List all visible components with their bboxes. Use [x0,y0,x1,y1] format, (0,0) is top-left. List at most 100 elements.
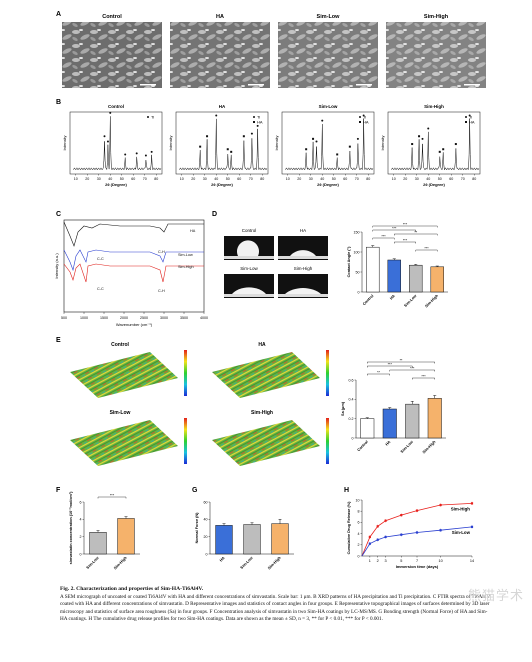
xrd-frame [387,111,481,175]
x-tick-label: 3 [385,559,387,563]
xrd-tick-label: 40 [108,177,112,181]
ha-peak-marker [312,137,315,140]
xrd-tick-label: 20 [297,177,301,181]
y-tick-label: 4 [80,518,82,522]
x-tick-label: 1 [369,559,371,563]
ftir-tick-label: 1000 [80,316,88,320]
y-tick-label: 60 [204,500,208,504]
category-label: Sim-Low [240,556,254,570]
xrd-tick-label: 30 [203,177,207,181]
xrd-tick-label: 60 [343,177,347,181]
xrd-tick-label: 10 [74,177,78,181]
y-tick-label: 6 [358,521,360,525]
ha-peak-marker [348,145,351,148]
ha-peak-marker [411,143,414,146]
xrd-legend-ti: Ti [469,115,472,120]
xrd-tick-label: 60 [449,177,453,181]
xrd-tick-label: 70 [143,177,147,181]
xrd-legend-ti: Ti [151,115,154,120]
sem-image-sim-low [278,22,378,88]
bar [89,532,107,555]
xrd-tick-label: 60 [237,177,241,181]
data-point [384,535,387,539]
topography-label: Sim-Low [110,410,131,416]
ha-peak-marker [418,135,421,138]
data-point [415,509,419,512]
ti-peak-marker [468,114,471,117]
y-tick-label: 150 [354,230,360,234]
sem-image-control [62,22,162,88]
xrd-xlabel: 2θ (Degree) [211,182,233,187]
ftir-tick-label: 2500 [140,316,148,320]
ftir-annotation-ch: C-H [158,250,165,254]
scale-bar [356,84,372,86]
bar [360,418,375,439]
xrd-tick-label: 60 [131,177,135,181]
ti-peak-marker [421,137,424,140]
significance-marker: *** [410,366,415,370]
series-line [361,526,473,557]
y-axis-label: Normal Force (N) [195,512,199,544]
ti-peak-marker [362,114,365,117]
figure-caption: Fig. 2. Characterization and properties … [60,586,490,623]
panel-d-letter: D [212,211,217,218]
category-label: Sim-High [113,555,128,570]
scale-bar [248,84,264,86]
colorbar [184,350,187,396]
y-tick-label: 0 [80,552,82,556]
y-tick-label: 0 [352,436,354,440]
ftir-annotation-cc: C-C [97,257,104,261]
ha-peak-marker [442,148,445,151]
y-tick-label: 4 [358,532,360,536]
xrd-tick-label: 40 [320,177,324,181]
significance-marker: *** [110,493,115,497]
scale-bar [464,84,480,86]
category-label: Sim-High [267,555,282,570]
y-tick-label: 2 [358,543,360,547]
y-axis-label: Contact Angle (°) [347,246,351,277]
xrd-tick-label: 20 [403,177,407,181]
bar [387,259,401,293]
droplet-label: Sim-Low [240,266,258,271]
ftir-tick-label: 500 [61,316,67,320]
y-tick-label: 50 [356,270,360,274]
data-point [439,529,442,532]
y-tick-label: 0.4 [349,398,354,402]
droplet-ha [278,236,328,260]
category-label: HA [385,440,392,447]
category-label: Sim-Low [86,556,100,570]
ftir-spectrum-sim-high [63,263,204,283]
xrd-tick-label: 20 [191,177,195,181]
category-label: HA [219,556,226,563]
ftir-tick-label: 4000 [200,316,208,320]
category-label: Sim-High [424,293,439,308]
y-tick-label: 10 [356,498,360,502]
y-axis-label: Cumulative Drug Release (%) [347,501,351,554]
ftir-ticks: 500 1000 1500 2000 2500 3000 3500 4000 [61,312,208,320]
ha-peak-marker [206,135,209,138]
normal-force-chart: 0 20 40 60 HA Sim-Low Sim-High Normal Force (N) [195,500,294,570]
y-axis-label: simvastatin concentration (10⁻²mol/cm²) [69,491,73,564]
xrd-title: Sim-High [424,104,444,109]
xrd-legend-ha: HA [363,120,369,125]
series-line [361,503,473,557]
x-axis-label: Immersion time (days) [396,564,439,569]
ti-peak-marker [215,114,218,117]
ha-peak-marker [230,150,233,153]
xrd-ylabel: Intensity [380,136,385,151]
xrd-title: Sim-Low [319,104,338,109]
xrd-xlabel: 2θ (Degree) [105,182,127,187]
panel-a-title: Sim-Low [317,14,341,20]
significance-marker: *** [392,226,397,230]
x-tick-label: 10 [438,559,442,563]
xrd-frame [175,111,269,175]
ha-peak-marker [454,143,457,146]
caption-body: A SEM micrograph of uncoated or coated T… [60,594,490,622]
xrd-tick-label: 40 [426,177,430,181]
xrd-tick-label: 80 [154,177,158,181]
x-tick-label: 5 [400,559,402,563]
y-tick-label: 0.2 [349,417,354,421]
y-tick-label: 0.6 [349,378,354,382]
